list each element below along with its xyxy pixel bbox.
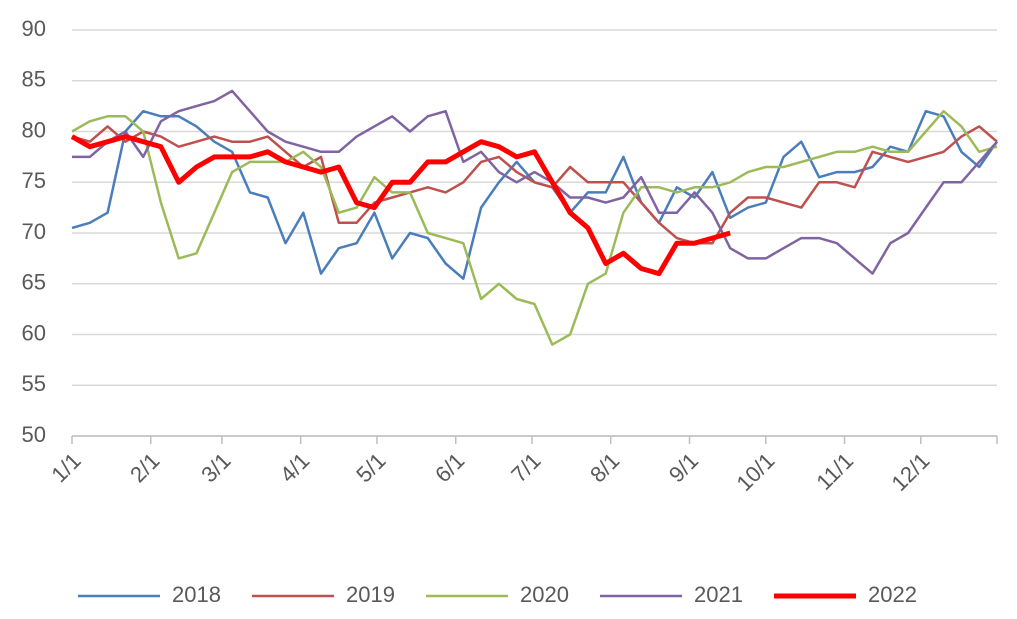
x-tick-label: 4/1	[275, 448, 314, 487]
legend-label: 2019	[346, 582, 395, 607]
y-tick-label: 65	[22, 270, 46, 295]
series-line	[71, 109, 998, 346]
x-tick-label: 10/1	[731, 448, 779, 496]
y-tick-label: 50	[22, 422, 46, 447]
y-tick-label: 75	[22, 168, 46, 193]
x-tick-label: 8/1	[585, 448, 624, 487]
x-tick-label: 6/1	[430, 448, 469, 487]
y-tick-label: 80	[22, 117, 46, 142]
y-tick-label: 70	[22, 219, 46, 244]
x-tick-label: 7/1	[506, 448, 545, 487]
y-tick-label: 55	[22, 371, 46, 396]
y-tick-label: 85	[22, 67, 46, 92]
x-tick-label: 2/1	[125, 448, 164, 487]
x-tick-label: 5/1	[351, 448, 390, 487]
legend-label: 2021	[694, 582, 743, 607]
x-tick-label: 1/1	[46, 448, 85, 487]
x-tick-label: 12/1	[886, 448, 934, 496]
y-tick-label: 60	[22, 320, 46, 345]
x-tick-label: 11/1	[811, 448, 858, 495]
x-tick-label: 3/1	[196, 448, 235, 487]
series-line	[71, 125, 998, 245]
series-line	[70, 134, 731, 277]
legend-label: 2020	[520, 582, 569, 607]
series-line	[72, 89, 998, 275]
y-tick-label: 90	[22, 16, 46, 41]
legend-label: 2018	[172, 582, 221, 607]
x-tick-label: 9/1	[664, 448, 703, 487]
legend-label: 2022	[868, 582, 917, 607]
